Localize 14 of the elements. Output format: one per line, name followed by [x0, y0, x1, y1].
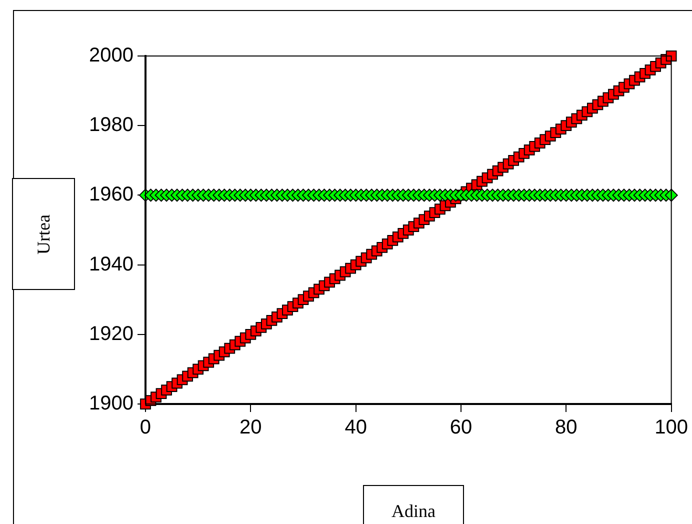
x-tick-label: 100 [654, 416, 688, 439]
x-tick-label: 0 [140, 416, 152, 439]
x-tick-label: 80 [555, 416, 578, 439]
y-tick-label: 1900 [88, 392, 134, 415]
y-tick-label: 1960 [88, 184, 134, 206]
x-axis-title: Adina [392, 500, 436, 522]
y-tick-label: 2000 [88, 44, 134, 67]
x-tick-label: 20 [240, 416, 262, 439]
y-tick-label: 1940 [88, 253, 134, 276]
x-tick-label: 60 [450, 416, 472, 439]
x-tick-label: 40 [344, 416, 367, 439]
y-tick-label: 1920 [88, 322, 134, 345]
y-tick-label: 1980 [88, 114, 134, 136]
y-axis-title: Urtea [32, 214, 54, 254]
